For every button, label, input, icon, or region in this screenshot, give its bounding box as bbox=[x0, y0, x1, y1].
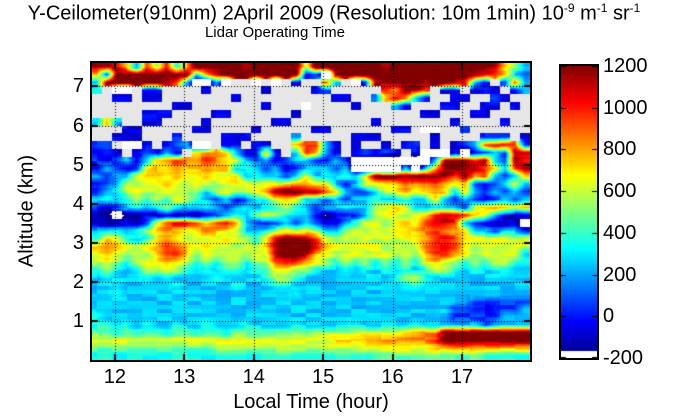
y-tick-label: 2 bbox=[72, 270, 84, 293]
suptitle-unit-sr-exp: -1 bbox=[629, 1, 641, 15]
heatmap-canvas bbox=[92, 63, 530, 360]
colorbar-tick-label: 1200 bbox=[603, 55, 648, 77]
y-tick-label: 4 bbox=[72, 192, 84, 215]
colorbar-tick-label: -200 bbox=[603, 347, 644, 369]
y-tick-label: 6 bbox=[72, 114, 84, 137]
colorbar-tick-label: 800 bbox=[603, 138, 637, 161]
x-tick-label: 17 bbox=[450, 366, 474, 388]
y-tick-label: 3 bbox=[72, 231, 84, 254]
x-tick-label: 12 bbox=[103, 366, 127, 388]
x-tick-label: 15 bbox=[312, 366, 335, 388]
x-tick-label: 14 bbox=[242, 366, 265, 388]
x-tick-label: 16 bbox=[381, 366, 404, 388]
colorbar bbox=[559, 64, 599, 360]
suptitle-unit-sr: sr bbox=[607, 2, 630, 25]
colorbar-tick-label: 400 bbox=[603, 221, 637, 244]
y-axis-label: Altitude (km) bbox=[15, 154, 38, 268]
colorbar-tick-label: 0 bbox=[603, 305, 615, 328]
figure-suptitle: Y-Ceilometer(910nm) 2April 2009 (Resolut… bbox=[0, 1, 700, 26]
suptitle-text: Y-Ceilometer(910nm) 2April 2009 (Resolut… bbox=[27, 2, 564, 25]
colorbar-canvas bbox=[561, 66, 597, 358]
suptitle-unit-m: m bbox=[574, 2, 597, 25]
colorbar-tick-label: 200 bbox=[603, 263, 637, 286]
x-tick-label: 13 bbox=[173, 366, 196, 388]
plot-area bbox=[90, 61, 532, 362]
chart-title: Lidar Operating Time bbox=[204, 24, 346, 41]
suptitle-unit-m-exp: -1 bbox=[596, 1, 608, 15]
y-tick-label: 5 bbox=[72, 153, 84, 176]
y-tick-label: 1 bbox=[72, 309, 84, 332]
suptitle-exponent: -9 bbox=[563, 1, 575, 15]
colorbar-tick-label: 1000 bbox=[603, 96, 648, 119]
y-tick-label: 7 bbox=[72, 75, 84, 98]
colorbar-tick-label: 600 bbox=[603, 180, 637, 203]
x-axis-label: Local Time (hour) bbox=[233, 391, 389, 413]
